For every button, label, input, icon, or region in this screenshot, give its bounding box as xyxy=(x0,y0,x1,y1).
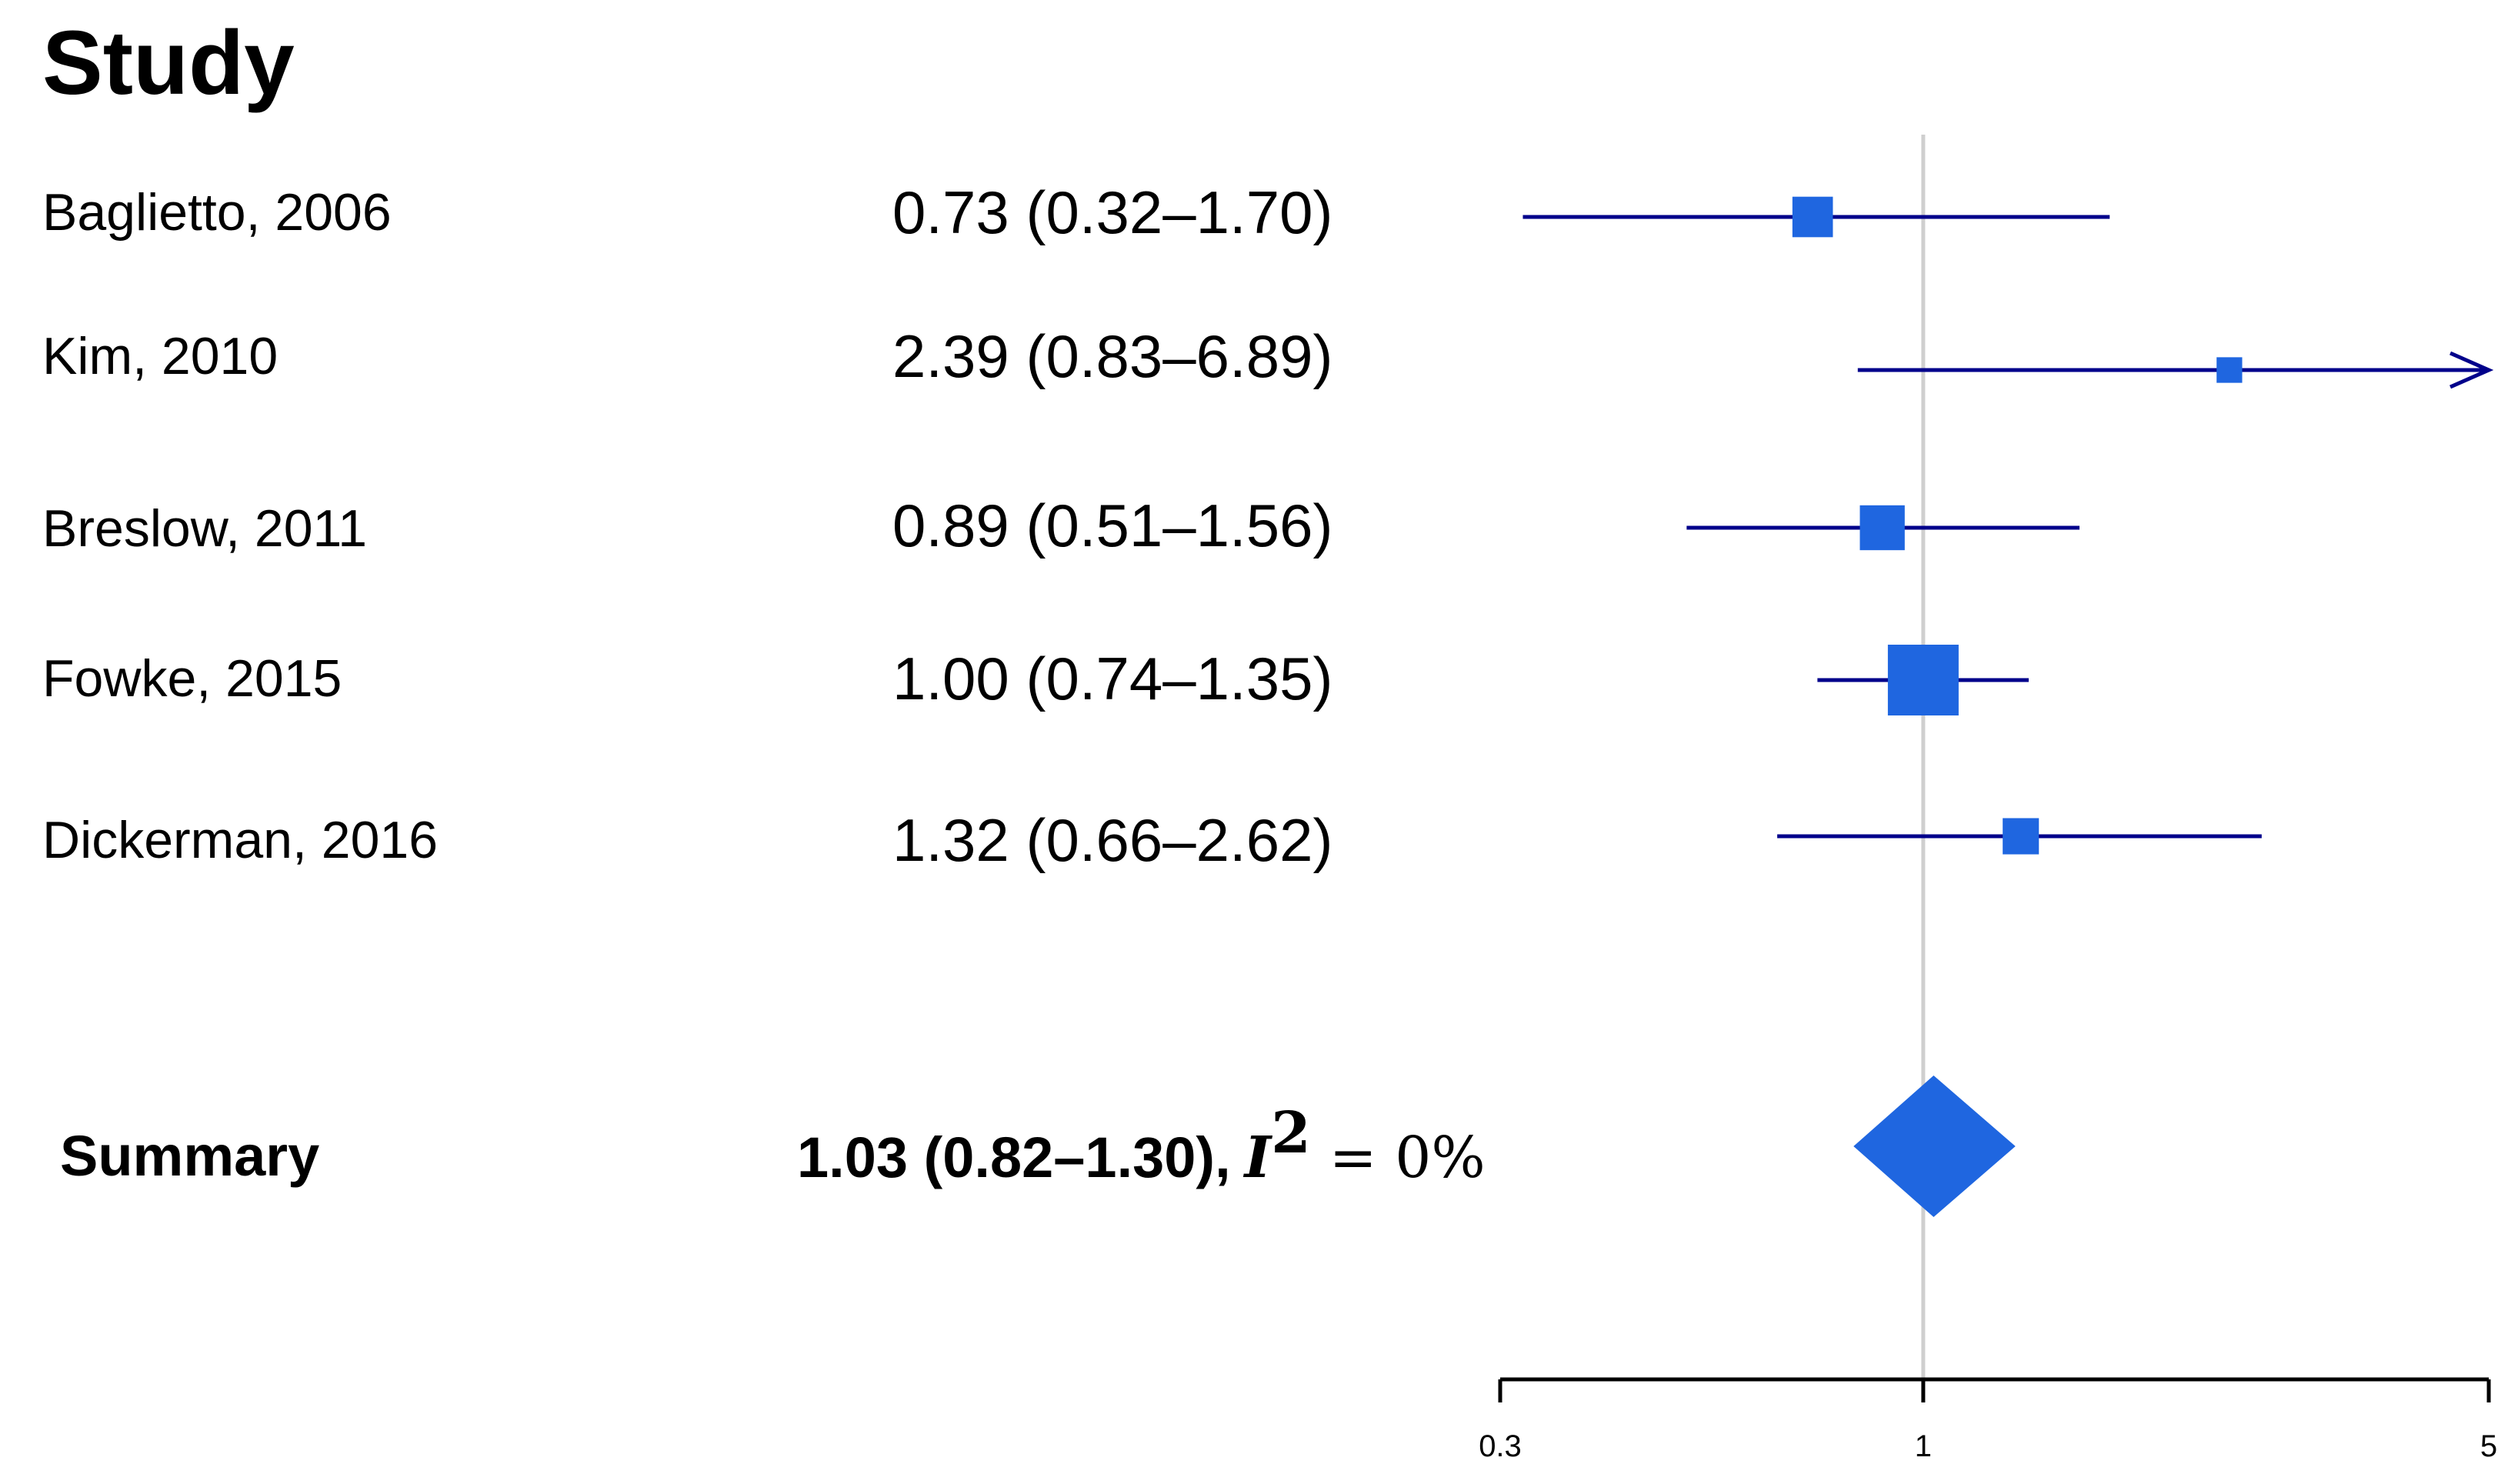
estimate-text-fowke-2015: 1.00 (0.74–1.35) xyxy=(892,645,1332,712)
column-header-study: Study xyxy=(42,12,295,114)
x-tick-label-0.3: 0.3 xyxy=(1479,1429,1522,1463)
heterogeneity-superscript: 2 xyxy=(1271,1100,1311,1166)
study-label-dickerman-2016: Dickerman, 2016 xyxy=(42,811,438,869)
point-estimate-kim-2010 xyxy=(2216,357,2243,383)
point-estimate-breslow-2011 xyxy=(1859,505,1905,551)
study-label-breslow-2011: Breslow, 2011 xyxy=(42,499,367,558)
point-estimate-baglietto-2006 xyxy=(1792,196,1833,238)
study-label-kim-2010: Kim, 2010 xyxy=(42,327,278,385)
point-estimate-fowke-2015 xyxy=(1887,645,1959,715)
summary-diamond xyxy=(1853,1075,2016,1217)
heterogeneity-value: = 0% xyxy=(1329,1125,1486,1191)
estimate-text-dickerman-2016: 1.32 (0.66–2.62) xyxy=(892,806,1332,874)
study-label-baglietto-2006: Baglietto, 2006 xyxy=(42,183,392,242)
summary-label: Summary xyxy=(60,1124,319,1188)
study-rows: Baglietto, 2006 0.73 (0.32–1.70) Kim, 20… xyxy=(42,178,1332,874)
x-tick-label-1: 1 xyxy=(1915,1429,1932,1463)
plot-marks: 0.3 1 5 xyxy=(1479,196,2497,1463)
ci-arrow-kim-2010 xyxy=(2449,351,2494,389)
study-label-fowke-2015: Fowke, 2015 xyxy=(42,649,342,708)
heterogeneity-variable: I xyxy=(1243,1125,1273,1191)
summary-estimate-text: 1.03 (0.82–1.30), xyxy=(797,1126,1231,1189)
summary-estimate: 1.03 (0.82–1.30), I2 = 0% xyxy=(797,1100,1486,1191)
x-tick-label-5: 5 xyxy=(2480,1429,2497,1463)
estimate-text-breslow-2011: 0.89 (0.51–1.56) xyxy=(892,492,1332,559)
estimate-text-kim-2010: 2.39 (0.83–6.89) xyxy=(892,322,1332,390)
point-estimate-dickerman-2016 xyxy=(2003,818,2039,855)
estimate-text-baglietto-2006: 0.73 (0.32–1.70) xyxy=(892,178,1332,246)
